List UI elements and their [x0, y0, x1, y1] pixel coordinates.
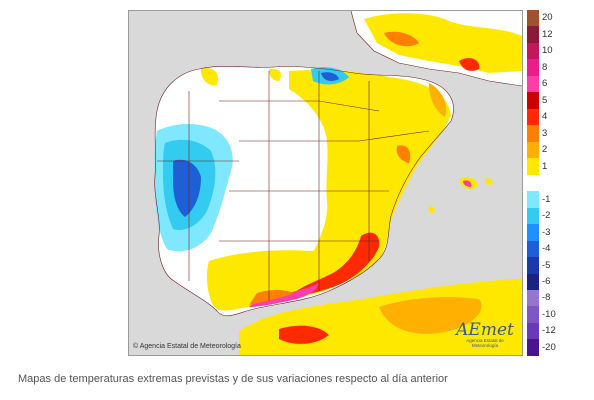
- north-warm: [269, 68, 281, 81]
- legend-swatch: [527, 240, 539, 258]
- legend-swatch: [527, 26, 539, 43]
- map-canvas: [129, 11, 522, 355]
- legend-swatch: [527, 141, 539, 159]
- legend-swatch: [527, 174, 539, 192]
- mallorca-hot: [463, 180, 472, 187]
- west-cold-core: [173, 159, 201, 217]
- legend-label: 6: [542, 78, 548, 90]
- legend-label: -12: [542, 325, 556, 337]
- legend-label: [542, 175, 556, 191]
- legend-label: 3: [542, 127, 548, 139]
- legend-swatch: [527, 289, 539, 307]
- legend-labels: 20 12 10 8 6 5 4 3 2 1 -1 -2 -3 -4 -5 -6 -8 -10 -12 -20: [542, 10, 556, 356]
- legend-swatch: [527, 10, 539, 27]
- legend-label: 4: [542, 111, 548, 123]
- legend-label: 2: [542, 144, 548, 156]
- aemet-logo-word: AEmet: [456, 320, 514, 341]
- france-hot-spot-2: [459, 58, 480, 71]
- legend-label: 1: [542, 160, 548, 172]
- legend-swatch: [527, 273, 539, 290]
- legend-swatch: [527, 322, 539, 340]
- color-legend: 20 12 10 8 6 5 4 3 2 1 -1 -2 -3 -4 -5 -6 -8 -10 -12 -20: [527, 10, 577, 356]
- legend-label: 20: [542, 12, 553, 24]
- south-coast-orange: [249, 290, 294, 305]
- legend-swatch: [527, 257, 539, 274]
- legend-swatch: [527, 42, 539, 60]
- legend-label: 5: [542, 94, 548, 106]
- legend-swatch: [527, 306, 539, 323]
- ibiza: [428, 206, 435, 213]
- menorca: [485, 178, 493, 185]
- legend-color-bar: [527, 10, 539, 356]
- legend-label: -20: [542, 341, 556, 353]
- legend-swatch: [527, 108, 539, 126]
- map-caption: Mapas de temperaturas extremas previstas…: [18, 373, 448, 385]
- legend-swatch: [527, 224, 539, 241]
- legend-label: -2: [542, 210, 551, 222]
- legend-label: -1: [542, 193, 551, 205]
- north-cold-core: [321, 72, 339, 81]
- legend-label: 12: [542, 28, 553, 40]
- galicia-warm: [201, 67, 219, 86]
- north-africa-warm: [379, 297, 482, 334]
- legend-swatch: [527, 125, 539, 142]
- south-warm-zone: [206, 250, 379, 311]
- legend-label: -4: [542, 243, 551, 255]
- aemet-logo-subtitle: Agencia Estatal de Meteorología: [466, 338, 504, 349]
- province-borders: [154, 11, 522, 317]
- east-warm-zone: [289, 70, 451, 287]
- legend-label: -8: [542, 292, 551, 304]
- southeast-hot-coast: [289, 232, 380, 297]
- legend-swatch: [527, 75, 539, 93]
- valencia-warm: [396, 145, 411, 163]
- france-warm-zone: [364, 13, 522, 73]
- legend-swatch: [527, 59, 539, 76]
- north-africa-hot: [279, 325, 329, 344]
- france-hot-spot: [384, 31, 419, 47]
- legend-label: 10: [542, 45, 553, 57]
- legend-swatch: [527, 339, 539, 356]
- legend-swatch: [527, 158, 539, 175]
- legend-swatch: [527, 92, 539, 109]
- legend-label: -3: [542, 226, 551, 238]
- legend-label: -6: [542, 275, 551, 287]
- legend-label: -5: [542, 259, 551, 271]
- legend-swatch: [527, 207, 539, 225]
- temperature-variation-map: © Agencia Estatal de Meteorología AEmet …: [128, 10, 523, 356]
- map-credit: © Agencia Estatal de Meteorología: [133, 343, 241, 350]
- aemet-logo: AEmet Agencia Estatal de Meteorología: [454, 322, 516, 349]
- legend-label: 8: [542, 61, 548, 73]
- catalonia-warm: [429, 83, 447, 117]
- legend-label: -10: [542, 308, 556, 320]
- legend-swatch: [527, 191, 539, 208]
